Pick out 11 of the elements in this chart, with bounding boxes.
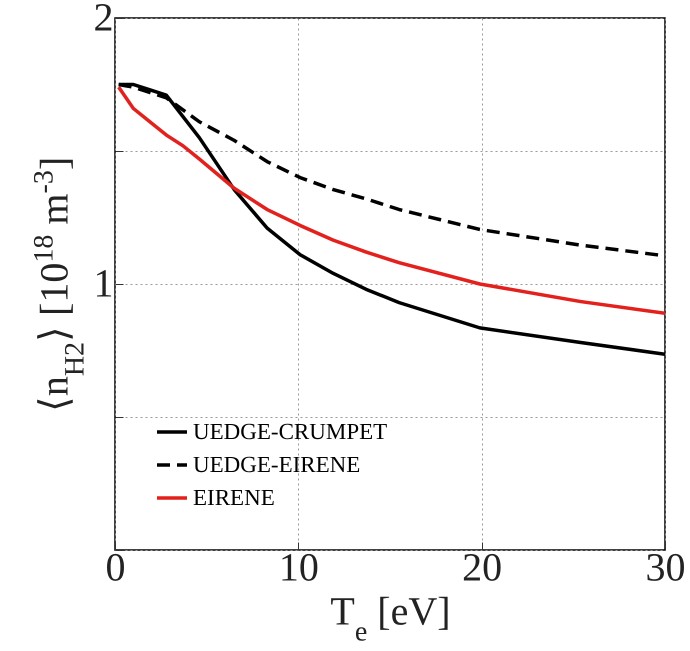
- x-tick-label: 30: [646, 544, 686, 590]
- legend-label: UEDGE-EIRENE: [193, 452, 360, 477]
- x-axis-title: T$_{e}$ [eV]: [330, 588, 451, 647]
- y-tick-label: 2: [94, 0, 114, 40]
- legend-label: EIRENE: [193, 485, 275, 510]
- x-tick-label: 0: [106, 544, 126, 590]
- legend-label: UEDGE-CRUMPET: [193, 419, 388, 444]
- y-tick-label: 1: [94, 260, 114, 306]
- x-tick-label: 20: [462, 544, 502, 590]
- line-series: [116, 85, 665, 316]
- x-tick-label: 10: [278, 544, 319, 590]
